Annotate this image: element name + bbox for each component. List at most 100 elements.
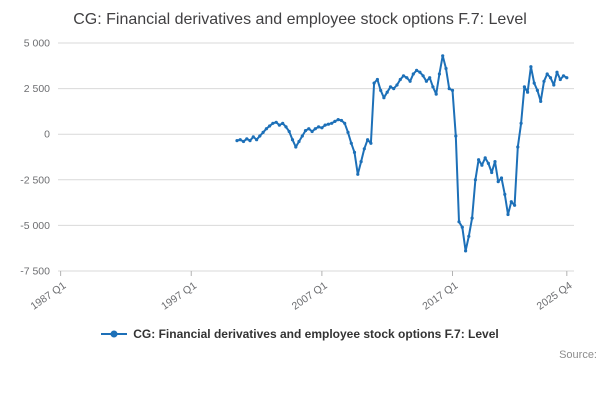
series-point xyxy=(248,138,252,142)
series-point xyxy=(444,66,448,70)
series-point xyxy=(545,72,549,76)
series-point xyxy=(261,130,265,134)
series-point xyxy=(333,119,337,123)
series-point xyxy=(513,203,517,207)
series-point xyxy=(300,134,304,138)
series-point xyxy=(401,73,406,78)
series-point xyxy=(408,79,412,83)
series-point xyxy=(388,84,393,89)
series-point xyxy=(281,121,285,125)
series-point xyxy=(437,72,441,76)
series-point xyxy=(561,73,566,78)
series-point xyxy=(372,81,376,85)
series-point xyxy=(251,135,255,139)
series-point xyxy=(320,125,324,130)
series-point xyxy=(457,219,461,224)
y-tick-label: 5 000 xyxy=(24,37,50,49)
chart-title: CG: Financial derivatives and employee s… xyxy=(73,11,527,28)
series-point xyxy=(441,53,445,58)
line-chart: 5 000 2 500 0 -2 500 -5 000 -7 500 1987 Q1 1997… xyxy=(20,37,575,312)
series-point xyxy=(450,88,455,92)
series-point xyxy=(431,84,435,89)
series-point xyxy=(392,86,396,90)
series-point xyxy=(382,95,386,100)
series-point xyxy=(255,137,259,142)
series-point xyxy=(516,145,520,149)
series-point xyxy=(526,90,530,94)
series-point xyxy=(326,122,330,126)
series-point xyxy=(317,125,321,129)
series-point xyxy=(258,134,262,138)
series-point xyxy=(379,88,383,92)
series-point xyxy=(552,83,556,87)
series-point xyxy=(483,156,487,160)
series-point xyxy=(359,159,363,163)
series-point xyxy=(509,199,513,204)
series-point xyxy=(235,138,239,142)
x-tick-label: 1987 Q1 xyxy=(28,279,68,312)
series-point xyxy=(522,84,527,89)
series-point xyxy=(398,77,402,81)
series-point xyxy=(303,128,308,132)
legend-line-marker-icon xyxy=(101,330,128,338)
series-point xyxy=(274,120,278,124)
series-point xyxy=(313,126,317,131)
series-point xyxy=(330,121,334,125)
series-point xyxy=(287,129,291,133)
series-point xyxy=(297,139,301,143)
series-point xyxy=(503,192,507,196)
series-point xyxy=(375,77,379,81)
series-point xyxy=(424,79,428,83)
series-point xyxy=(290,137,295,142)
series-point xyxy=(480,163,484,167)
series-point xyxy=(555,70,559,74)
series-point xyxy=(542,79,546,83)
series-point xyxy=(343,121,347,125)
x-tick-label: 2017 Q1 xyxy=(420,279,460,312)
series-point xyxy=(428,75,432,80)
series-point xyxy=(366,137,370,142)
series-point xyxy=(307,126,311,131)
series-point xyxy=(349,141,353,145)
legend-label: CG: Financial derivatives and employee s… xyxy=(133,326,499,341)
series-point xyxy=(460,225,464,229)
series-point xyxy=(356,172,360,176)
series-point xyxy=(532,81,536,85)
series-point xyxy=(467,234,471,238)
series-point xyxy=(486,161,490,165)
series-point xyxy=(493,159,497,163)
series-point xyxy=(284,125,288,129)
series-point xyxy=(548,75,553,80)
series-point xyxy=(241,139,246,143)
series-point xyxy=(395,83,399,87)
y-tick-label: 0 xyxy=(44,128,50,140)
x-tick-label: 1997 Q1 xyxy=(159,279,199,312)
series-point xyxy=(362,146,366,151)
series-point xyxy=(238,137,242,142)
series-point xyxy=(277,123,281,127)
series-point xyxy=(473,177,477,182)
series-point xyxy=(558,77,562,81)
series-point xyxy=(454,134,458,138)
series-point xyxy=(496,179,500,183)
series-point xyxy=(268,124,272,128)
y-tick-label: -5 000 xyxy=(20,220,50,232)
series-point xyxy=(539,99,543,103)
series-point xyxy=(470,216,474,220)
series-point xyxy=(418,70,422,74)
y-tick-label: -2 500 xyxy=(20,174,50,186)
x-tick-label: 2025 Q4 xyxy=(535,279,575,312)
series-point xyxy=(264,126,268,131)
series-point xyxy=(310,129,314,133)
series-point xyxy=(405,75,409,80)
series-point xyxy=(490,170,494,174)
series-point xyxy=(415,68,419,72)
series-point xyxy=(294,145,298,149)
series-point xyxy=(271,121,275,125)
series-point xyxy=(529,64,533,69)
series-point xyxy=(245,136,249,141)
series-point xyxy=(346,130,350,134)
series-point xyxy=(565,75,569,80)
legend[interactable]: CG: Financial derivatives and employee s… xyxy=(0,325,600,343)
series-point xyxy=(352,150,357,154)
